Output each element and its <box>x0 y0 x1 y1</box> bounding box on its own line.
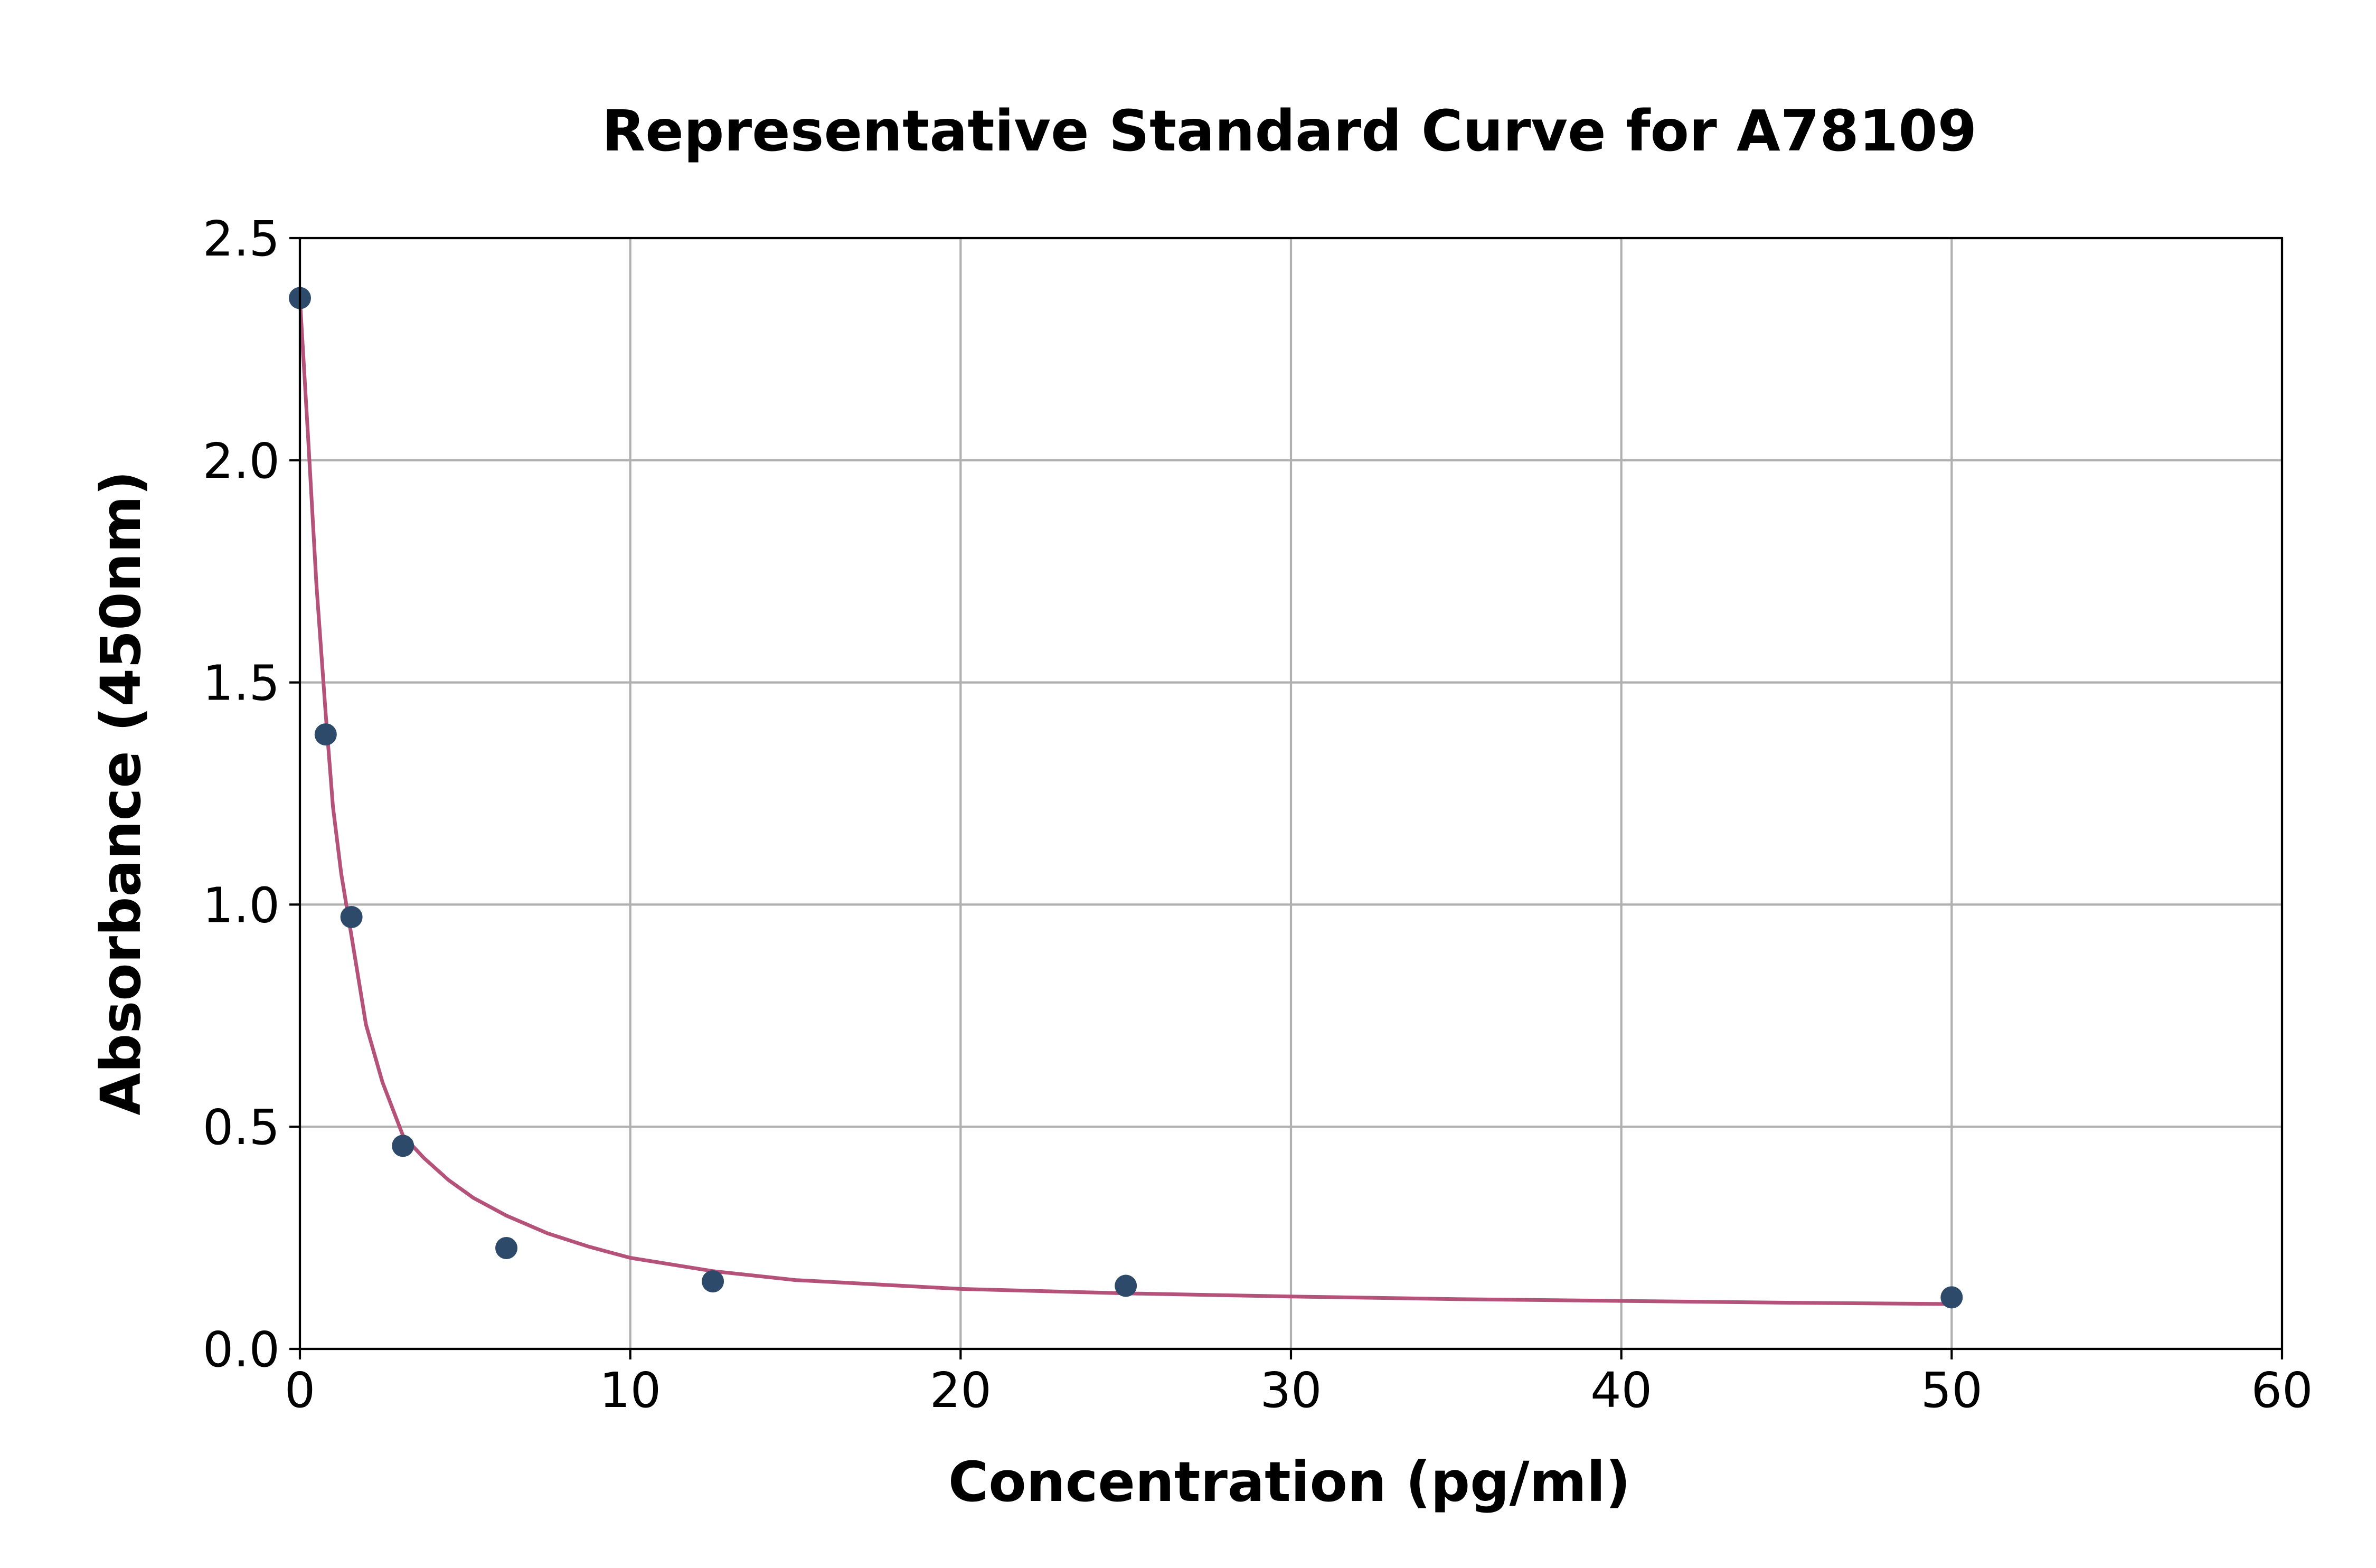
data-point <box>1115 1274 1137 1297</box>
y-tick-label: 1.5 <box>203 655 280 712</box>
fit-curve-layer <box>298 296 1954 1306</box>
chart-title: Representative Standard Curve for A78109 <box>602 99 1977 164</box>
fit-curve-line <box>298 296 1954 1306</box>
x-tick-label: 60 <box>2251 1362 2313 1419</box>
x-tick-label: 40 <box>1590 1362 1652 1419</box>
data-point <box>340 905 363 928</box>
x-tick-label: 20 <box>930 1362 992 1419</box>
y-tick-label: 2.5 <box>203 211 280 267</box>
x-tick-label: 0 <box>285 1362 316 1419</box>
x-tick-label: 10 <box>599 1362 661 1419</box>
y-tick-label: 0.0 <box>203 1321 280 1378</box>
y-axis-label: Absorbance (450nm) <box>89 470 153 1115</box>
x-tick-label: 30 <box>1260 1362 1322 1419</box>
data-point <box>702 1270 724 1293</box>
y-tick-label: 0.5 <box>203 1099 280 1156</box>
data-point <box>314 723 337 746</box>
data-points-layer <box>289 287 1963 1309</box>
data-point <box>495 1236 518 1259</box>
y-axis-ticks: 0.0 0.5 1.0 1.5 2.0 2.5 <box>203 211 300 1378</box>
x-tick-label: 50 <box>1921 1362 1983 1419</box>
data-point <box>1940 1286 1963 1309</box>
x-axis-ticks: 0 10 20 30 40 50 60 <box>285 1349 2313 1419</box>
y-tick-label: 1.0 <box>203 877 280 933</box>
data-point <box>392 1135 414 1157</box>
y-tick-label: 2.0 <box>203 433 280 489</box>
x-axis-label: Concentration (pg/ml) <box>948 1450 1630 1514</box>
